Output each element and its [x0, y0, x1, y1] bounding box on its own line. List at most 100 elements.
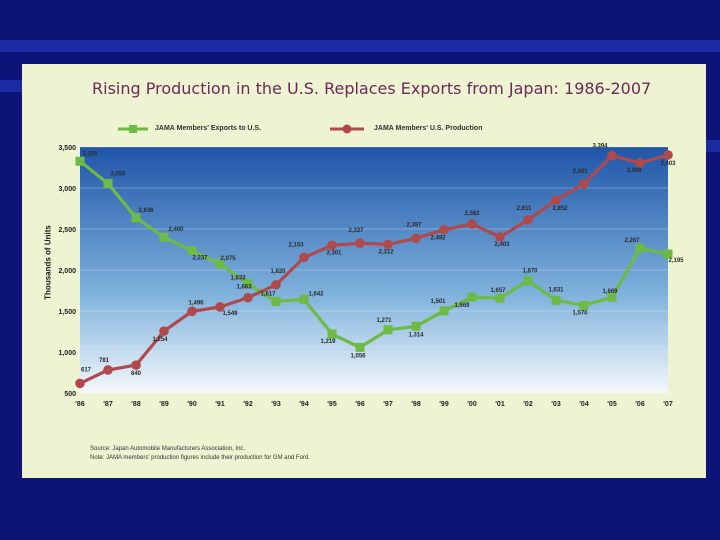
- x-tick-label: '99: [439, 401, 449, 408]
- exports-marker: [103, 178, 113, 188]
- x-tick-label: '87: [103, 401, 113, 408]
- production-data-label: 617: [81, 367, 92, 373]
- background-stripe: [706, 140, 720, 152]
- background-stripe: [0, 80, 22, 92]
- production-marker: [103, 365, 113, 375]
- background-stripe: [0, 40, 720, 52]
- production-data-label: 2,562: [464, 211, 480, 217]
- exports-data-label: 1,501: [430, 299, 446, 305]
- exports-marker: [551, 295, 561, 305]
- production-marker: [439, 224, 449, 235]
- plot-area: [80, 147, 668, 393]
- exports-marker: [187, 246, 197, 256]
- exports-data-label: 1,669: [454, 303, 470, 309]
- production-data-label: 2,312: [378, 249, 394, 255]
- exports-marker: [635, 243, 645, 253]
- exports-marker: [215, 259, 225, 269]
- x-tick-label: '05: [607, 401, 617, 408]
- exports-data-label: 2,636: [138, 208, 154, 214]
- exports-marker: [495, 293, 505, 303]
- production-marker: [495, 232, 505, 242]
- exports-marker: [131, 213, 141, 223]
- production-data-label: 1,496: [188, 300, 204, 306]
- production-data-label: 2,153: [288, 242, 304, 248]
- production-data-label: 3,306: [626, 168, 642, 174]
- exports-marker: [411, 321, 421, 331]
- x-tick-label: '07: [663, 401, 673, 408]
- production-data-label: 3,051: [572, 169, 588, 175]
- production-marker: [159, 326, 169, 336]
- production-marker: [327, 240, 337, 251]
- production-data-label: 1,820: [270, 269, 286, 275]
- exports-marker: [355, 342, 365, 352]
- production-data-label: 2,403: [494, 242, 510, 248]
- production-data-label: 781: [99, 358, 110, 364]
- exports-marker: [467, 292, 477, 302]
- x-tick-label: '89: [159, 401, 169, 408]
- production-marker: [243, 292, 253, 303]
- production-note: Note: JAMA members' production figures i…: [90, 455, 310, 461]
- legend-production-marker: [342, 124, 352, 134]
- production-data-label: 1,663: [236, 285, 252, 291]
- exports-data-label: 2,237: [192, 256, 208, 262]
- x-tick-label: '03: [551, 401, 561, 408]
- production-line: [79, 153, 669, 385]
- exports-data-label: 2,400: [168, 227, 184, 233]
- x-tick-label: '04: [579, 401, 589, 408]
- x-tick-label: '00: [467, 401, 477, 408]
- production-data-label: 2,387: [406, 222, 422, 228]
- exports-data-label: 1,631: [548, 287, 564, 293]
- production-marker: [299, 252, 309, 263]
- exports-marker: [271, 296, 281, 306]
- production-marker: [551, 195, 561, 205]
- production-marker: [187, 306, 197, 317]
- production-data-label: 2,492: [430, 236, 446, 242]
- production-data-label: 840: [131, 371, 142, 377]
- exports-marker: [439, 306, 449, 316]
- chart-title: Rising Production in the U.S. Replaces E…: [92, 79, 652, 98]
- production-marker: [355, 238, 365, 248]
- x-tick-label: '86: [75, 401, 85, 408]
- production-marker: [663, 150, 673, 160]
- production-marker: [131, 360, 141, 370]
- production-marker: [467, 219, 477, 229]
- production-data-label: 1,549: [222, 311, 238, 317]
- x-tick-label: '97: [383, 401, 393, 408]
- production-marker: [383, 239, 393, 250]
- exports-data-label: 3,326: [82, 151, 98, 157]
- y-tick-label: 500: [64, 391, 76, 398]
- exports-data-label: 1,314: [408, 332, 424, 338]
- y-tick-label: 2,000: [58, 268, 76, 275]
- production-marker: [411, 233, 421, 244]
- exports-data-label: 2,267: [624, 238, 640, 244]
- exports-marker: [523, 276, 533, 286]
- exports-marker: [327, 329, 337, 339]
- exports-data-label: 1,870: [522, 269, 538, 275]
- exports-marker: [663, 249, 673, 259]
- production-marker: [75, 378, 85, 389]
- y-tick-label: 3,500: [58, 145, 76, 152]
- x-tick-label: '90: [187, 401, 197, 408]
- exports-marker: [607, 292, 617, 302]
- x-tick-label: '94: [299, 401, 309, 408]
- exports-data-label: 1,219: [320, 339, 336, 345]
- exports-data-label: 1,657: [490, 288, 506, 294]
- production-marker: [271, 279, 281, 290]
- exports-marker: [383, 325, 393, 335]
- exports-marker: [159, 232, 169, 242]
- exports-marker: [243, 279, 253, 289]
- production-data-label: 3,394: [592, 144, 608, 150]
- exports-data-label: 1,271: [376, 318, 392, 324]
- exports-data-label: 1,669: [602, 289, 618, 295]
- x-tick-label: '98: [411, 401, 421, 408]
- y-tick-label: 2,500: [58, 227, 76, 234]
- production-marker: [635, 158, 645, 168]
- exports-line: [79, 160, 669, 349]
- x-tick-label: '93: [271, 401, 281, 408]
- x-tick-label: '02: [523, 401, 533, 408]
- exports-marker: [299, 294, 309, 304]
- x-tick-label: '06: [635, 401, 645, 408]
- y-axis-title: Thousands of Units: [43, 225, 53, 300]
- y-tick-label: 1,000: [58, 350, 76, 357]
